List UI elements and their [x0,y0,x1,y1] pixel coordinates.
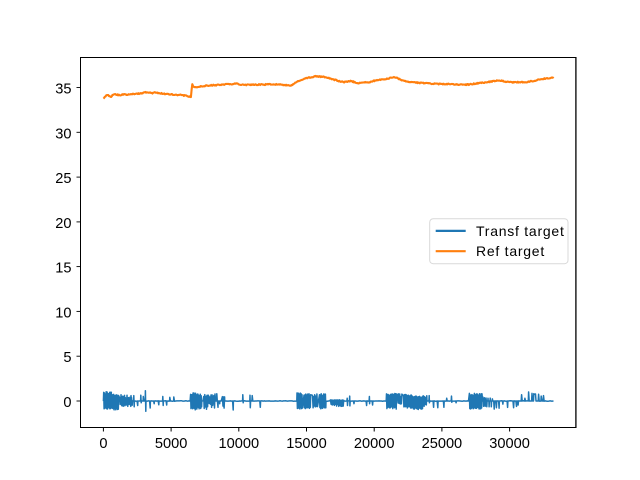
svg-text:15: 15 [55,261,71,277]
svg-text:5: 5 [63,350,71,366]
svg-text:20000: 20000 [354,436,395,452]
svg-text:10000: 10000 [219,436,260,452]
svg-text:25: 25 [55,171,71,187]
svg-text:10: 10 [55,305,71,321]
svg-text:20: 20 [55,216,71,232]
svg-text:15000: 15000 [286,436,327,452]
svg-text:Transf target: Transf target [476,223,565,239]
svg-text:25000: 25000 [422,436,463,452]
svg-text:35: 35 [55,82,71,98]
svg-text:30000: 30000 [489,436,530,452]
svg-text:0: 0 [63,395,71,411]
svg-text:5000: 5000 [155,436,187,452]
svg-text:0: 0 [99,436,107,452]
svg-text:30: 30 [55,126,71,142]
svg-text:Ref target: Ref target [476,243,545,259]
